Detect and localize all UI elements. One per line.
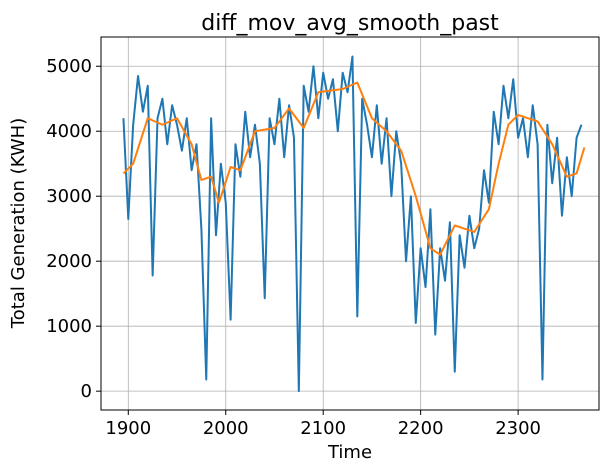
y-tick-label: 0 bbox=[81, 381, 92, 402]
y-tick-label: 2000 bbox=[46, 251, 92, 272]
x-tick-label: 2200 bbox=[398, 418, 444, 439]
series-line bbox=[122, 55, 583, 393]
x-tick-label: 2000 bbox=[203, 418, 249, 439]
series-line bbox=[122, 81, 586, 256]
y-tick-label: 1000 bbox=[46, 316, 92, 337]
x-tick-label: 2300 bbox=[495, 418, 541, 439]
y-tick-label: 3000 bbox=[46, 186, 92, 207]
y-axis-label: Total Generation (KWH) bbox=[8, 118, 29, 329]
x-tick-label: 2100 bbox=[300, 418, 346, 439]
y-tick-label: 4000 bbox=[46, 121, 92, 142]
x-axis-label: Time bbox=[327, 442, 372, 463]
plot-frame bbox=[100, 36, 600, 411]
y-tick-label: 5000 bbox=[46, 56, 92, 77]
x-tick-label: 1900 bbox=[105, 418, 151, 439]
chart-title: diff_mov_avg_smooth_past bbox=[201, 11, 499, 36]
